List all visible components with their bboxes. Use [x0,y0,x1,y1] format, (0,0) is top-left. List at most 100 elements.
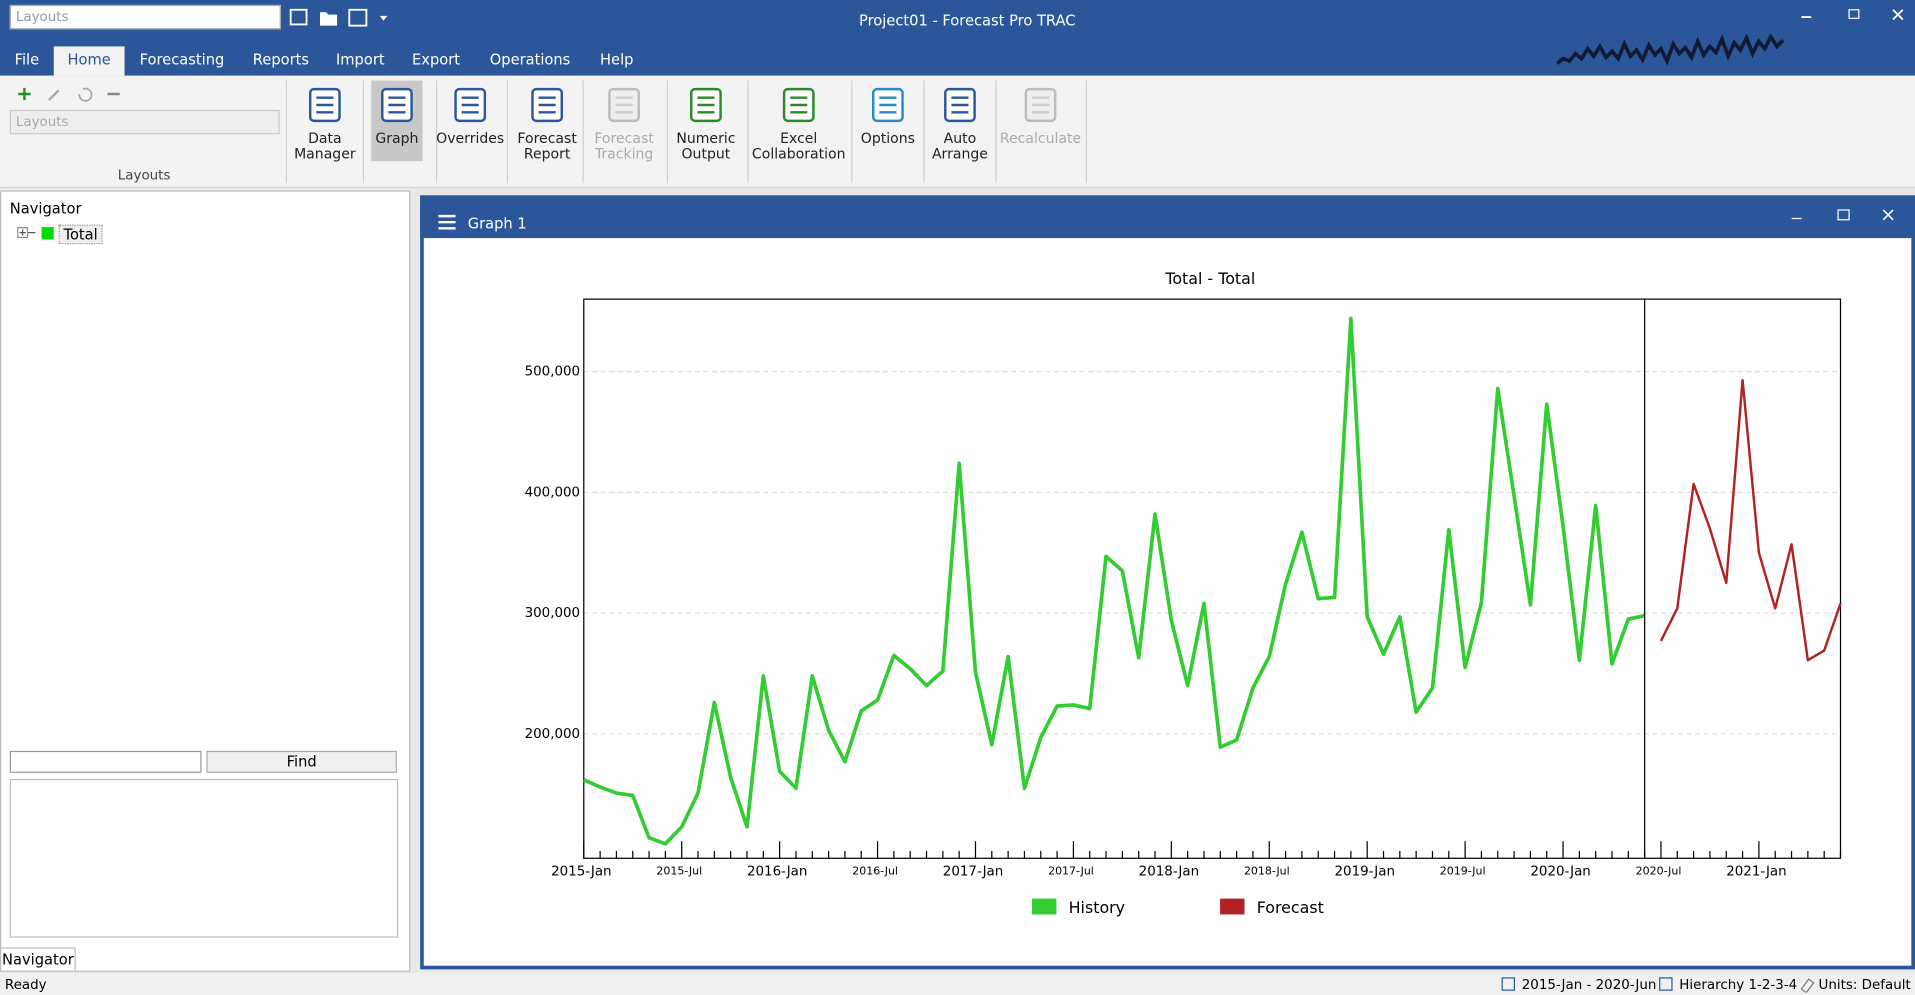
x-tick-label: 2015-Jan [551,865,611,880]
find-button[interactable]: Find [206,750,397,773]
separator [436,80,438,184]
find-input[interactable] [9,750,202,773]
navigator-tab[interactable]: Navigator [0,947,76,972]
menu-item[interactable]: Import [335,51,385,69]
separator [1085,80,1087,184]
status-units: Units: Default [1818,976,1911,993]
button-label[interactable]: Arrange [931,145,988,163]
button-label[interactable]: Forecast [517,129,577,147]
x-tick-label: 2019-Jul [1440,865,1486,878]
separator [506,80,509,184]
x-tick-label: 2017-Jul [1048,865,1094,878]
window-controls[interactable] [1795,5,1911,27]
status-text: Ready [4,976,47,993]
button-label[interactable]: Auto [943,129,977,147]
x-tick-label: 2020-Jan [1530,865,1590,880]
icon-detail [615,96,633,114]
chart-title: Total - Total [1164,269,1255,288]
button-icon [454,87,487,123]
button-icon [1024,87,1057,123]
series-line [583,316,1646,846]
separator [582,80,584,184]
status-icons [1501,977,1815,993]
y-tick-label: 300,000 [525,606,581,621]
button-icon [308,87,341,123]
icon-detail [879,96,897,114]
separator [851,80,853,184]
legend-label: History [1069,898,1125,917]
button-icon [608,87,640,123]
ribbon-layout-combo[interactable]: Layouts [9,109,280,135]
navigator-panel [0,190,411,972]
x-tick-label: 2021-Jan [1726,865,1786,880]
button-label[interactable]: Recalculate [999,129,1082,147]
x-tick-label: 2016-Jul [852,865,898,878]
x-tick-label: 2017-Jan [943,865,1003,880]
status-range: 2015-Jan - 2020-Jun [1521,976,1657,993]
status-bar [0,973,1915,995]
button-icon [944,87,976,123]
x-tick-label: 2015-Jul [656,865,702,878]
separator [995,80,997,184]
separator [747,80,749,184]
layout-tools[interactable] [12,83,134,105]
icon-detail [538,96,556,114]
x-tick-label: 2019-Jan [1335,865,1395,880]
menu-bar: File Home Forecasting Reports Import Export Op… [0,46,855,76]
series-line [1659,378,1842,662]
layout-combo[interactable]: Layouts [9,4,281,30]
button-label[interactable]: Output [681,145,731,163]
x-tick-label: 2016-Jan [747,865,807,880]
menu-item[interactable]: Operations [489,51,571,69]
status-hierarchy: Hierarchy 1-2-3-4 [1679,976,1798,993]
window-title: Project01 - Forecast Pro TRAC [858,12,1076,30]
legend-swatch [1220,898,1245,915]
icon-detail [1031,96,1050,114]
button-icon [531,87,564,123]
menu-item[interactable]: Home [53,46,125,76]
button-icon [782,87,815,123]
logo-sparkline [1556,34,1785,66]
button-label[interactable]: Excel [780,129,818,147]
navigator-title: Navigator [9,200,82,218]
button-label[interactable]: Manager [294,145,356,163]
menu-item[interactable]: Reports [252,51,310,69]
menu-item[interactable]: Help [600,51,634,69]
menu-item[interactable]: Forecasting [139,51,225,69]
menu-item[interactable]: Export [412,51,460,69]
icon-detail [461,96,479,114]
tree-expander[interactable] [17,226,59,241]
x-tick-label: 2020-Jul [1636,865,1682,878]
separator [362,80,364,184]
y-tick-label: 500,000 [525,365,581,380]
quick-access[interactable] [288,6,398,30]
ribbon-group-label: Layouts [117,167,171,184]
button-label[interactable]: Graph [375,129,419,147]
icon-detail [316,96,334,114]
button-label[interactable]: Data [308,129,342,147]
separator [923,80,925,184]
title-bar [0,0,1915,76]
tree-item[interactable]: Total [58,224,103,245]
ribbon-buttons: Data Manager Graph Overrides Forecast Report F… [0,76,1099,188]
button-label[interactable]: Forecast [594,129,654,147]
graph-menu-icon[interactable] [437,214,457,231]
legend-label: Forecast [1257,898,1324,917]
icon-detail [951,96,969,114]
button-label[interactable]: Options [860,129,915,147]
button-label[interactable]: Tracking [594,145,654,163]
graph-controls[interactable] [1788,206,1898,226]
icon-detail [790,96,808,114]
button-label[interactable]: Overrides [436,129,505,147]
separator [285,80,288,184]
button-icon [872,87,904,123]
button-label[interactable]: Numeric [676,129,736,147]
button-label[interactable]: Collaboration [751,145,846,163]
plot-frame [583,298,1842,859]
menu-item[interactable]: File [14,51,40,69]
y-tick-label: 400,000 [525,485,581,500]
x-tick-label: 2018-Jul [1244,865,1290,878]
button-label[interactable]: Report [523,145,571,163]
